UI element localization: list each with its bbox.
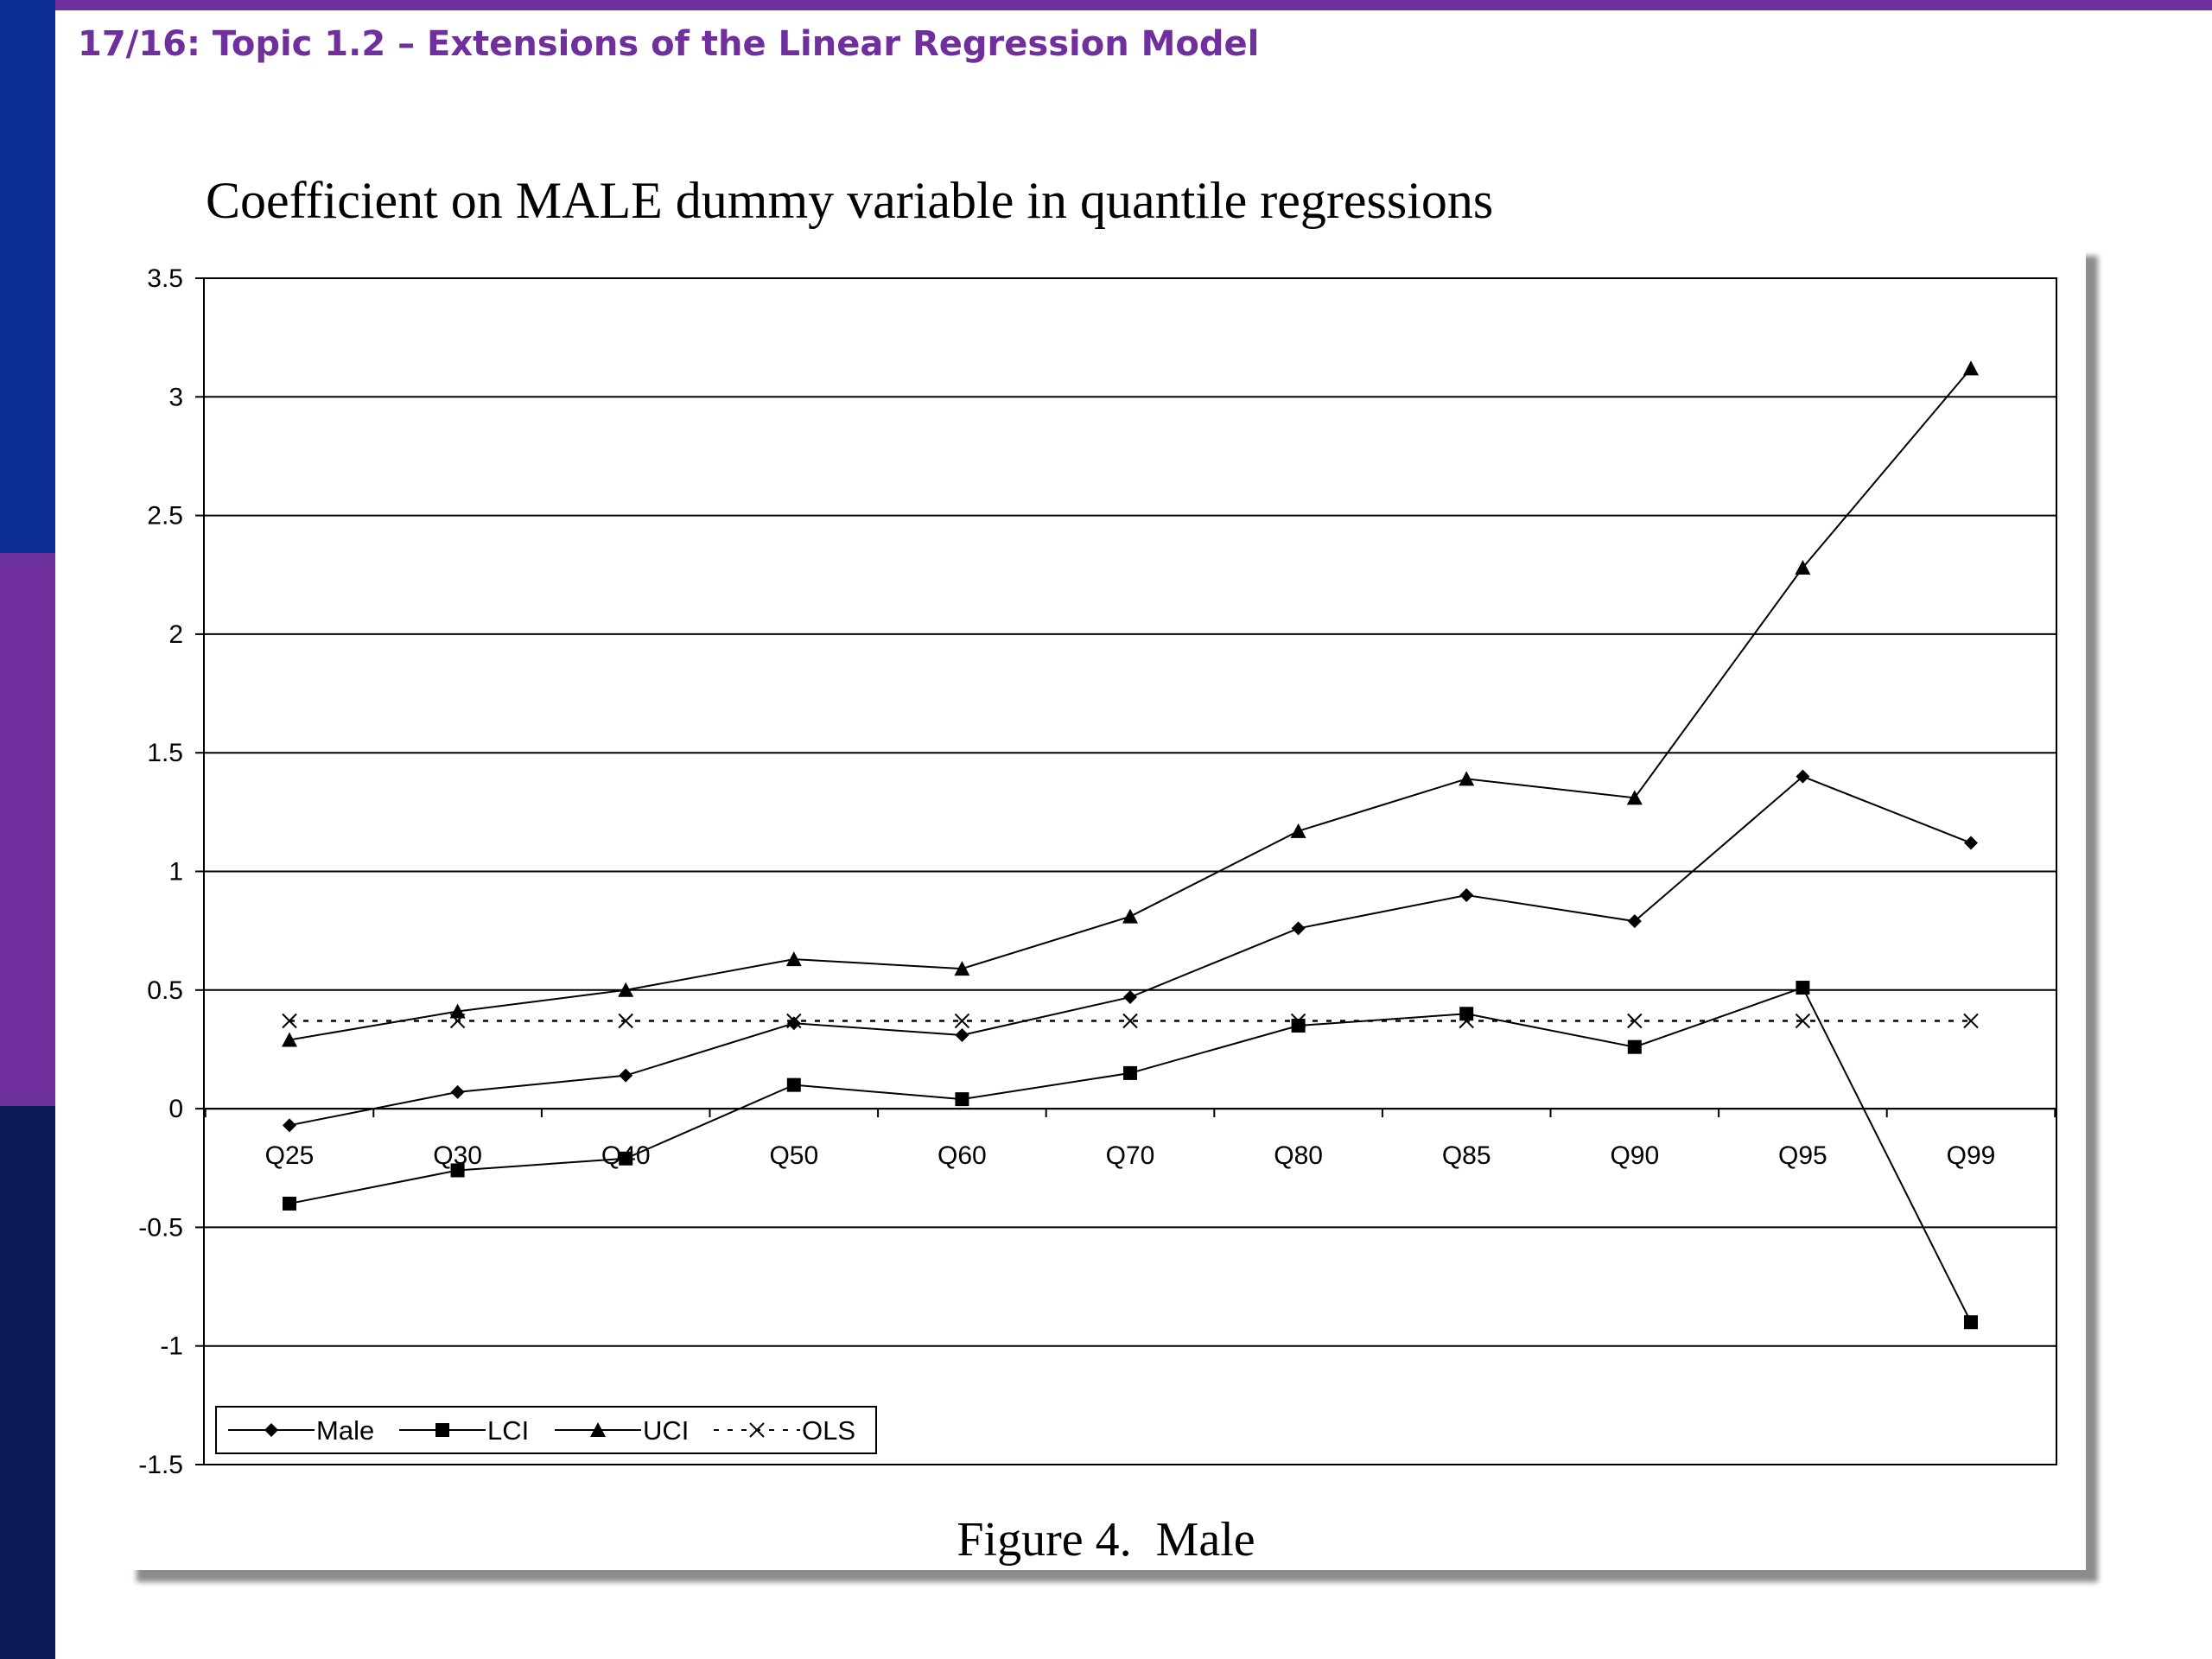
- data-point-lci: [1796, 981, 1810, 995]
- data-point-ols: [1122, 1013, 1138, 1029]
- data-point-lci: [1459, 1007, 1474, 1021]
- figure-panel: [124, 244, 2086, 1570]
- legend-entry-uci: UCI: [555, 1415, 689, 1446]
- data-point-uci: [1626, 790, 1643, 805]
- data-point-lci: [955, 1092, 969, 1107]
- data-point-male: [450, 1084, 465, 1099]
- series-lci: [283, 981, 1978, 1330]
- legend-box: [215, 1406, 877, 1454]
- top-accent-bar: [55, 0, 2212, 10]
- y-tick-label: 2: [168, 620, 183, 649]
- y-tick-label: -1.5: [138, 1451, 183, 1479]
- data-point-lci: [1627, 1039, 1642, 1054]
- data-point-uci: [1290, 823, 1306, 838]
- side-band-bottom: [0, 1106, 55, 1659]
- data-point-male: [1123, 990, 1137, 1005]
- series-male: [283, 769, 1978, 1133]
- grid-lines: [204, 277, 2056, 1465]
- marker-x-stroke: [749, 1422, 765, 1438]
- legend-label-uci: UCI: [643, 1415, 689, 1446]
- y-tick-label: 2.5: [147, 502, 183, 531]
- side-band-top: [0, 0, 55, 553]
- y-tick-label: 1.5: [147, 739, 183, 767]
- data-point-male: [619, 1068, 633, 1083]
- data-point-ols: [1795, 1013, 1811, 1029]
- data-point-uci: [449, 1003, 466, 1019]
- marker-x-stroke: [1795, 1013, 1811, 1029]
- data-point-lci: [450, 1163, 465, 1178]
- side-band-middle: [0, 553, 55, 1106]
- data-point-uci: [1122, 908, 1138, 924]
- series-uci: [282, 360, 1979, 1047]
- marker-x-stroke: [282, 1013, 297, 1029]
- marker-square: [435, 1423, 449, 1437]
- data-point-ols: [1627, 1013, 1643, 1029]
- legend-entry-lci: LCI: [399, 1415, 529, 1446]
- data-point-ols: [282, 1013, 297, 1029]
- data-point-male: [1459, 887, 1474, 902]
- marker-x-stroke: [1963, 1013, 1979, 1029]
- y-tick-label: -1: [160, 1332, 183, 1361]
- data-point-male: [1964, 836, 1978, 850]
- data-point-ols: [954, 1013, 970, 1029]
- data-point-male: [283, 1118, 296, 1133]
- x-tick-label: Q60: [938, 1141, 987, 1170]
- legend-label-ols: OLS: [802, 1415, 855, 1446]
- data-point-male: [1291, 921, 1306, 936]
- data-point-uci: [785, 951, 802, 967]
- data-point-uci: [282, 1032, 297, 1047]
- y-tick-label: 0: [168, 1095, 183, 1123]
- legend-label-male: Male: [316, 1415, 374, 1446]
- data-point-uci: [1963, 360, 1979, 376]
- chart-title: Coefficient on MALE dummy variable in qu…: [206, 172, 1494, 229]
- series-lines: [282, 360, 1979, 1330]
- data-point-male: [1796, 769, 1810, 784]
- data-point-uci: [1459, 771, 1475, 786]
- axes: 3.532.521.510.50-0.5-1-1.5Q25Q30Q40Q50Q6…: [138, 264, 2056, 1479]
- data-point-uci: [618, 982, 634, 997]
- x-tick-label: Q25: [265, 1141, 315, 1170]
- marker-diamond: [264, 1423, 278, 1437]
- data-point-lci: [619, 1151, 633, 1166]
- data-point-male: [786, 1016, 801, 1031]
- marker-x-stroke: [1122, 1013, 1138, 1029]
- x-tick-label: Q95: [1778, 1141, 1827, 1170]
- y-tick-label: -0.5: [138, 1213, 183, 1242]
- x-tick-label: Q80: [1274, 1141, 1323, 1170]
- y-tick-label: 1: [168, 858, 183, 887]
- x-tick-label: Q85: [1442, 1141, 1491, 1170]
- x-tick-label: Q50: [769, 1141, 818, 1170]
- series-line-uci: [289, 367, 1972, 1041]
- legend-entry-ols: OLS: [714, 1415, 855, 1446]
- y-tick-label: 0.5: [147, 976, 183, 1005]
- x-tick-label: Q70: [1106, 1141, 1155, 1170]
- data-point-male: [1627, 914, 1642, 929]
- data-point-lci: [1964, 1315, 1978, 1330]
- marker-x-stroke: [618, 1013, 633, 1029]
- marker-triangle: [590, 1422, 606, 1437]
- marker-x-stroke: [1627, 1013, 1643, 1029]
- chart-legend: Male LCI UCI OLS: [215, 1406, 877, 1454]
- x-tick-label: Q90: [1610, 1141, 1659, 1170]
- legend-entry-male: Male: [228, 1415, 374, 1446]
- marker-x-stroke: [954, 1013, 970, 1029]
- y-tick-label: 3: [168, 383, 183, 411]
- legend-label-lci: LCI: [487, 1415, 529, 1446]
- data-point-lci: [1123, 1065, 1137, 1080]
- data-point-male: [955, 1027, 969, 1042]
- y-tick-label: 3.5: [147, 264, 183, 293]
- slide-title: 17/16: Topic 1.2 – Extensions of the Lin…: [78, 24, 1260, 64]
- data-point-uci: [1795, 560, 1811, 575]
- data-point-ols: [618, 1013, 633, 1029]
- marker-x: [749, 1422, 765, 1438]
- data-point-lci: [283, 1196, 296, 1211]
- data-point-uci: [954, 961, 970, 976]
- x-tick-label: Q99: [1947, 1141, 1996, 1170]
- data-point-lci: [1291, 1018, 1306, 1033]
- data-point-ols: [1963, 1013, 1979, 1029]
- figure-caption: Figure 4. Male: [957, 1513, 1255, 1567]
- data-point-lci: [786, 1077, 801, 1092]
